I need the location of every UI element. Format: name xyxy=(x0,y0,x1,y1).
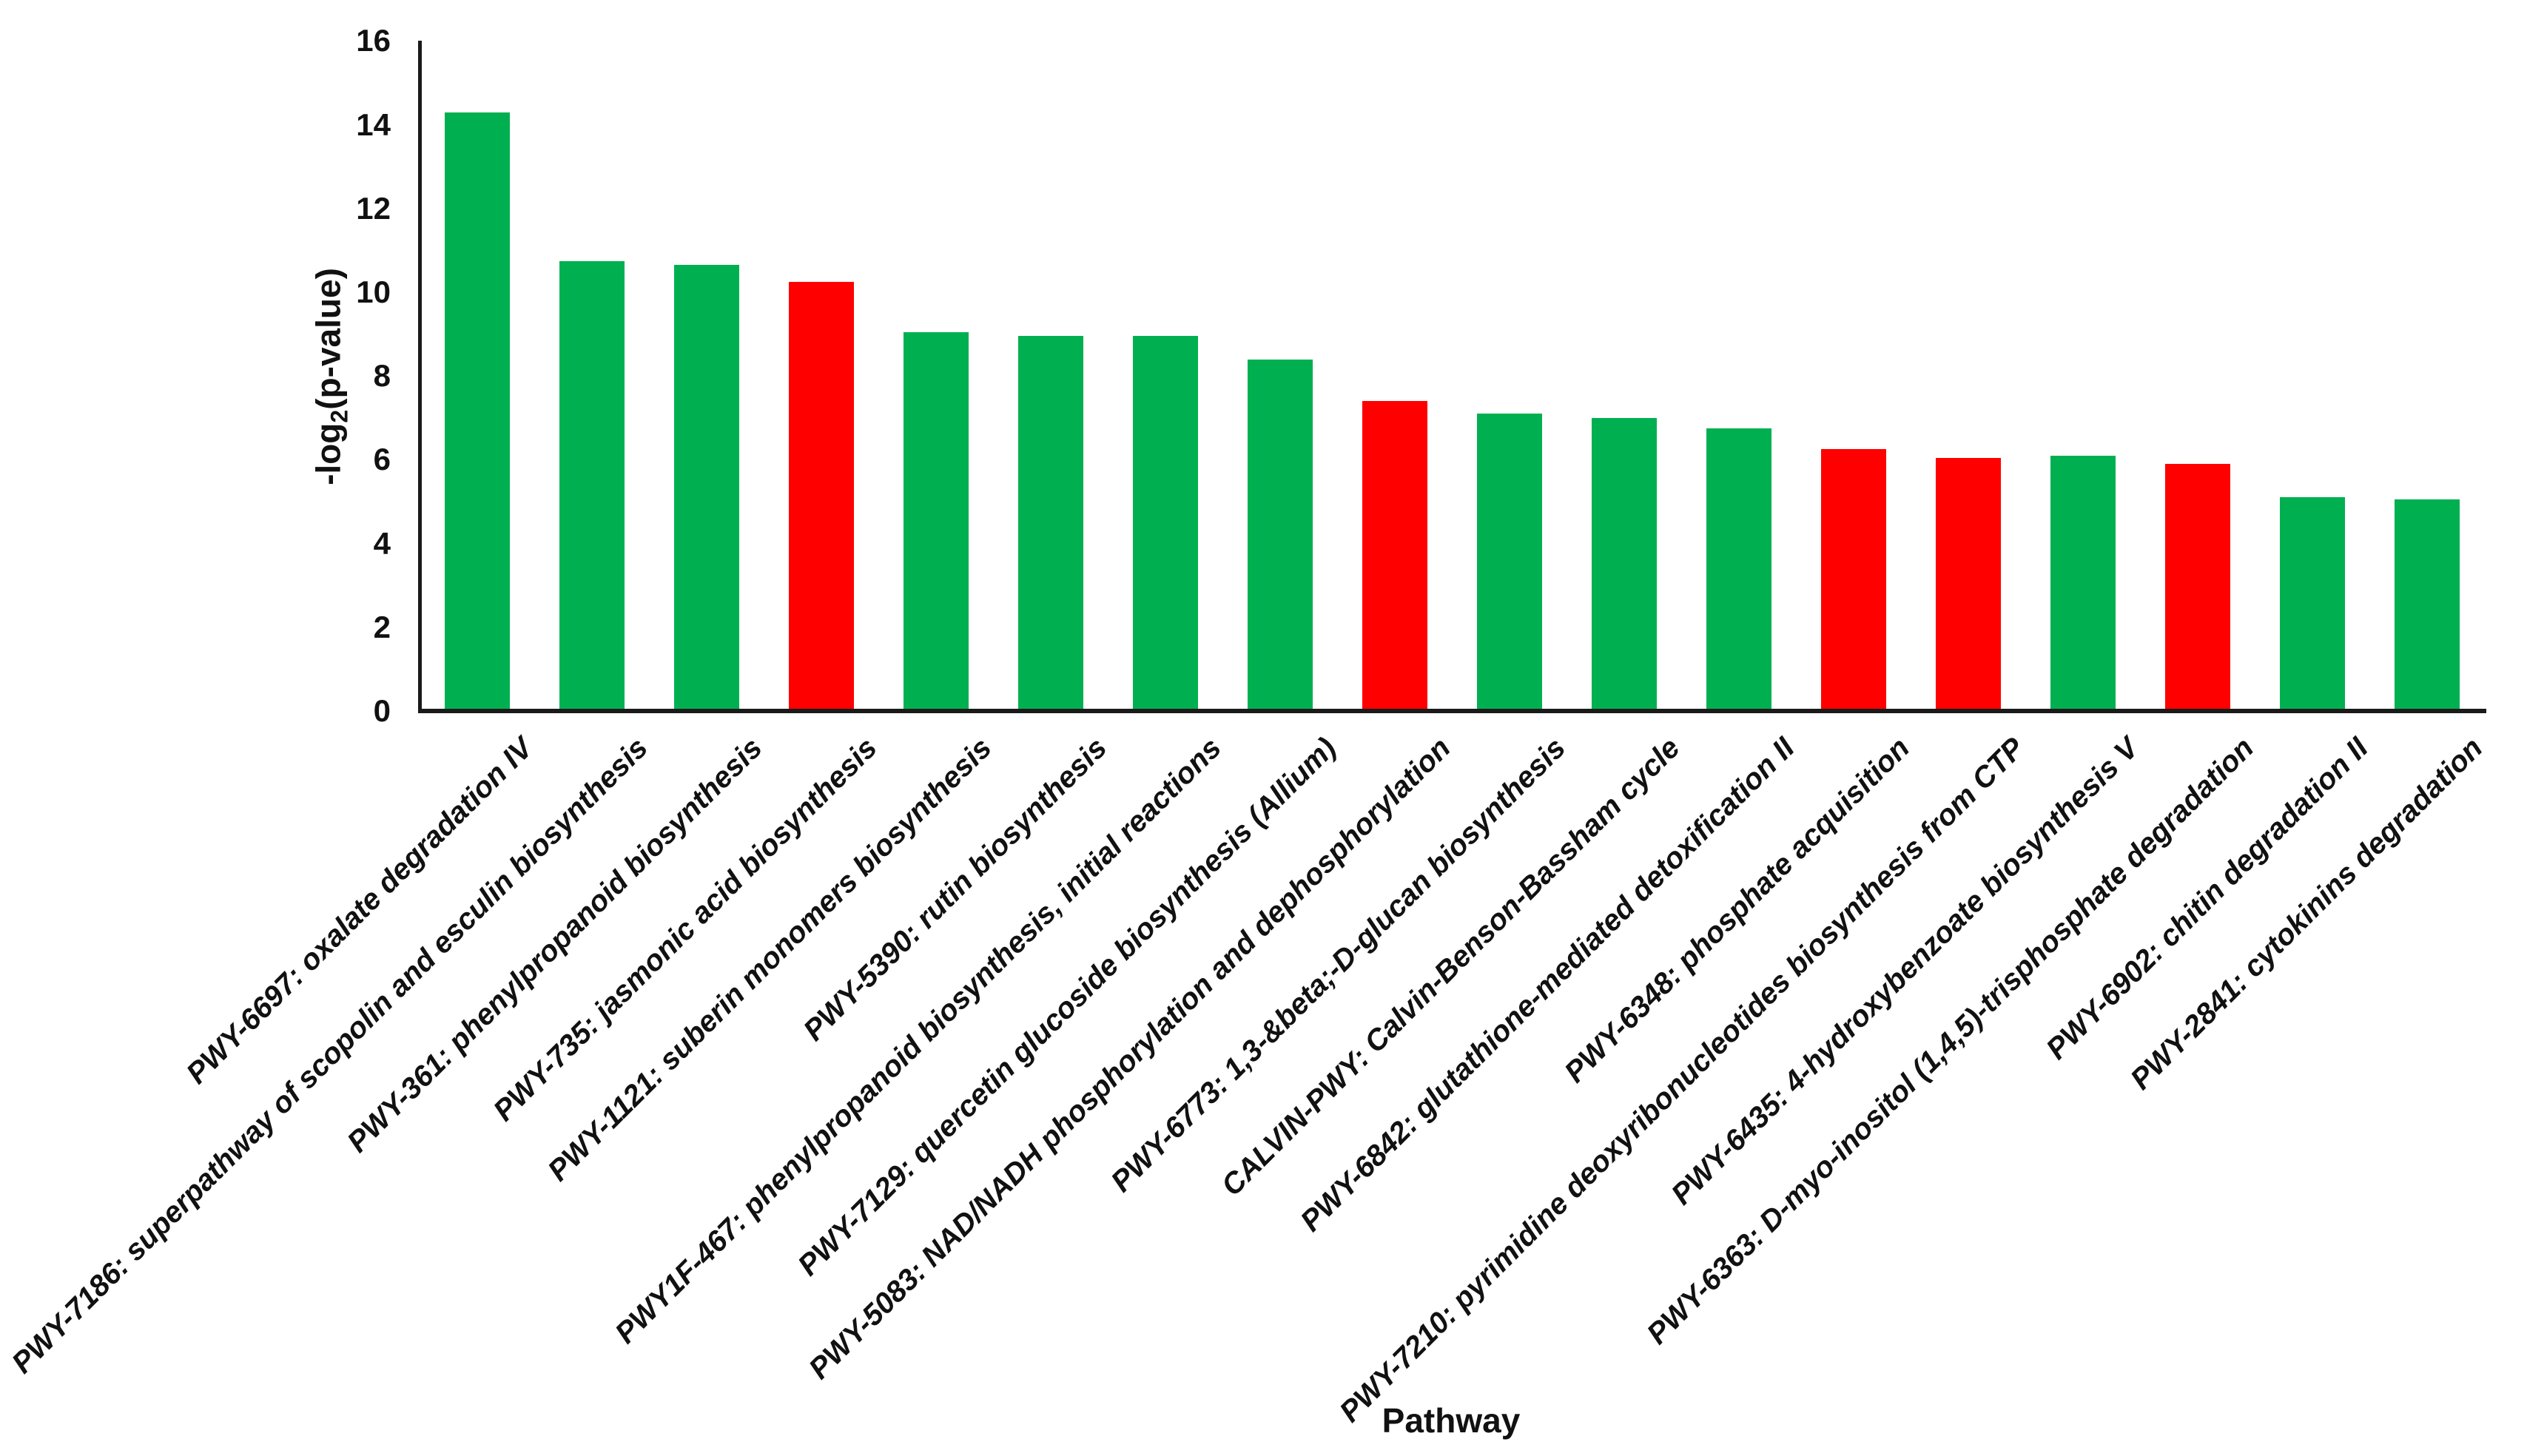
bar xyxy=(1706,428,1771,711)
bar xyxy=(674,265,739,711)
bar xyxy=(2395,499,2460,711)
y-tick-label: 12 xyxy=(356,190,391,226)
x-axis-line xyxy=(418,709,2486,713)
bar xyxy=(559,261,625,711)
bar xyxy=(904,332,969,711)
y-tick-label: 2 xyxy=(373,609,391,644)
bar xyxy=(1362,401,1427,711)
y-axis-line xyxy=(418,41,422,712)
y-tick-label: 6 xyxy=(373,442,391,477)
y-tick-label: 10 xyxy=(356,274,391,309)
bar xyxy=(1018,336,1083,711)
y-tick-label: 0 xyxy=(373,693,391,728)
bar xyxy=(2165,464,2230,711)
y-tick-label: 8 xyxy=(373,358,391,394)
bar xyxy=(2050,456,2116,711)
bar xyxy=(1936,458,2001,711)
bar xyxy=(789,282,854,711)
bar xyxy=(445,112,510,711)
x-category-label: PWY-361: phenylpropanoid biosynthesis xyxy=(341,731,769,1159)
bar xyxy=(1133,336,1198,711)
bar xyxy=(1477,414,1542,711)
y-tick-label: 14 xyxy=(356,107,391,142)
bar xyxy=(1821,449,1886,711)
bar xyxy=(2280,497,2345,711)
bar xyxy=(1248,360,1313,711)
y-tick-label: 4 xyxy=(373,525,391,561)
y-tick-label: 16 xyxy=(356,23,391,58)
bar xyxy=(1592,418,1657,711)
x-axis-title: Pathway xyxy=(1382,1401,1521,1440)
x-category-label: PWY-7129: quercetin glucoside biosynthes… xyxy=(791,731,1342,1282)
